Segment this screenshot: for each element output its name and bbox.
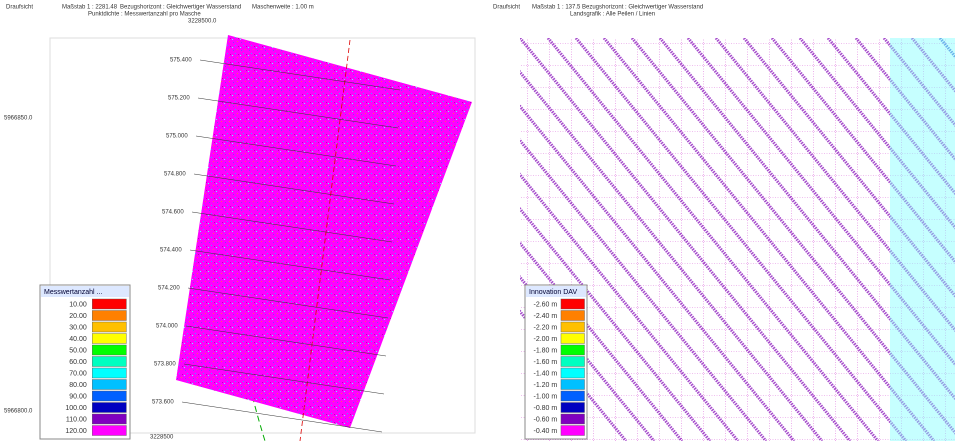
density-label: Punktdichte : Messwertanzahl pro Masche [88,12,201,18]
legend-label: 30.00 [69,324,87,331]
scale-label: Maßstab 1 : 2281.48 [62,5,118,11]
legend-label: -0.80 m [534,405,558,412]
station-label: 574.400 [160,248,182,254]
scale-label: Maßstab 1 : 137.5 [532,5,581,11]
legend-label: -1.40 m [534,370,558,377]
legend-label: 50.00 [69,347,87,354]
legend-label: 120.00 [65,428,87,435]
legend-swatch [561,311,585,321]
legend-label: 70.00 [69,370,87,377]
legend-label: -2.40 m [534,313,558,320]
legend-label: -2.60 m [534,301,558,308]
station-label: 573.800 [154,362,176,368]
reference-label: Bezugshorizont : Gleichwertiger Wasserst… [120,5,241,11]
legend-swatch [92,311,126,321]
legend-swatch [561,380,585,390]
legend-swatch [561,357,585,367]
mesh-label: Maschenweite : 1.00 m [252,5,314,11]
legend-swatch [561,345,585,355]
station-label: 574.600 [162,210,184,216]
legend-swatch [561,426,585,436]
legend-label: -2.20 m [534,324,558,331]
legend-swatch [92,380,126,390]
station-label: 575.400 [170,58,192,64]
view-label: Draufsicht [6,5,33,11]
legend-swatch [92,299,126,309]
legend-swatch [561,334,585,344]
legend-swatch [561,391,585,401]
legend-label: -2.00 m [534,336,558,343]
legend-swatch [92,391,126,401]
legend-title: Innovation DAV [529,289,577,296]
reference-label: Bezugshorizont : Gleichwertiger Wasserst… [582,5,703,11]
layer-label: Landsgrafik : Alle Peilen / Linien [570,12,655,18]
legend-swatch [561,322,585,332]
legend-swatch [92,403,126,413]
legend-label: -1.20 m [534,382,558,389]
legend-label: -0.60 m [534,416,558,423]
legend-label: -1.80 m [534,347,558,354]
view-label: Draufsicht [493,5,520,11]
legend-label: 20.00 [69,313,87,320]
station-label: 574.200 [158,286,180,292]
legend-label: 40.00 [69,336,87,343]
shallow-zone [890,38,955,441]
legend-swatch [561,414,585,424]
legend-label: 110.00 [66,416,87,423]
station-label: 575.000 [166,134,188,140]
legend-swatch [92,322,126,332]
coordinate-label: 3228500.0 [188,19,217,25]
legend-swatch [561,299,585,309]
legend-swatch [92,345,126,355]
legend-label: 10.00 [69,301,87,308]
station-label: 574.800 [164,172,186,178]
legend-swatch [92,334,126,344]
legend-swatch [92,414,126,424]
legend-swatch [561,403,585,413]
coordinate-label: 5966800.0 [4,409,33,415]
legend-label: 100.00 [65,405,87,412]
legend-label: -1.00 m [534,393,558,400]
screen: 575.400 575.200 575.000 574.800 574.600 574.4… [0,0,955,441]
station-label: 573.600 [152,400,174,406]
station-label: 575.200 [168,96,190,102]
legend-label: 90.00 [69,393,87,400]
legend-label: 80.00 [69,382,87,389]
legend-title: Messwertanzahl ... [44,289,102,296]
station-label: 574.000 [156,324,178,330]
legend-swatch [92,368,126,378]
legend-label: -1.60 m [534,359,558,366]
coordinate-label: 3228500 [150,435,174,441]
legend-label: -0.40 m [534,428,558,435]
legend-swatch [561,368,585,378]
legend-label: 60.00 [69,359,87,366]
legend-swatch [92,426,126,436]
coordinate-label: 5966850.0 [4,116,33,122]
page: 575.400 575.200 575.000 574.800 574.600 574.4… [0,0,955,441]
legend-swatch [92,357,126,367]
